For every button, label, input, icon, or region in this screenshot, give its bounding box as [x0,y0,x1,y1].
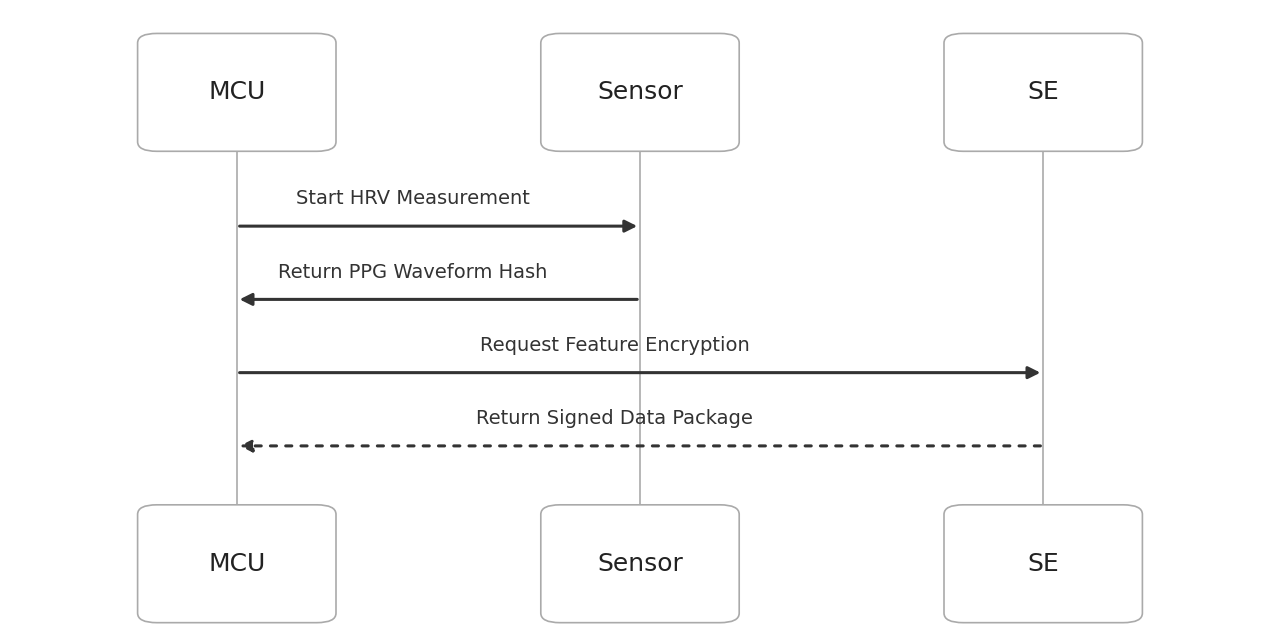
FancyBboxPatch shape [138,33,335,152]
Text: MCU: MCU [209,552,265,576]
FancyBboxPatch shape [943,33,1142,152]
Text: Request Feature Encryption: Request Feature Encryption [480,336,749,355]
Text: Sensor: Sensor [596,552,684,576]
FancyBboxPatch shape [138,505,335,623]
Text: SE: SE [1028,80,1059,104]
Text: Sensor: Sensor [596,80,684,104]
FancyBboxPatch shape [943,505,1142,623]
Text: Return PPG Waveform Hash: Return PPG Waveform Hash [278,262,548,282]
FancyBboxPatch shape [540,33,740,152]
Text: MCU: MCU [209,80,265,104]
Text: Return Signed Data Package: Return Signed Data Package [476,409,753,428]
Text: SE: SE [1028,552,1059,576]
Text: Start HRV Measurement: Start HRV Measurement [296,189,530,208]
FancyBboxPatch shape [540,505,740,623]
